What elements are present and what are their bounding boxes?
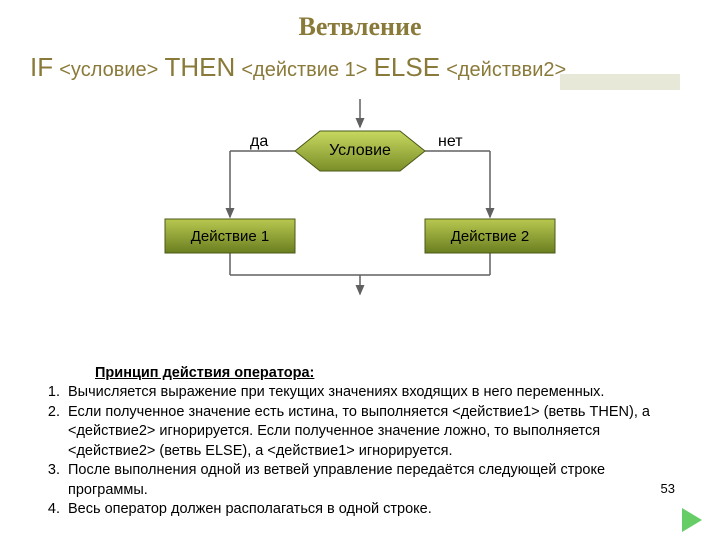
flow-connectors: [0, 89, 720, 299]
list-item: 1.Вычисляется выражение при текущих знач…: [35, 383, 685, 403]
no-label: нет: [438, 133, 463, 151]
next-arrow-icon[interactable]: [682, 508, 702, 532]
action1-label: Действие 1: [165, 219, 295, 253]
kw-if: IF: [30, 52, 53, 82]
decor-block: [560, 74, 680, 90]
yes-label: да: [250, 133, 268, 151]
kw-then: THEN: [164, 52, 235, 82]
condition-diamond: Условие: [295, 129, 425, 173]
condition-label: Условие: [329, 142, 391, 160]
page-title: Ветвление: [0, 0, 720, 42]
flowchart: Условие да нет Действие 1 Действие 2: [0, 89, 720, 289]
arg-action2: <действви2>: [446, 59, 566, 81]
principle-heading: Принцип действия оператора:: [95, 364, 685, 384]
principle-section: Принцип действия оператора: 1.Вычисляетс…: [35, 364, 685, 521]
list-item: 4.Весь оператор должен располагаться в о…: [35, 500, 685, 520]
list-item: 3.После выполнения одной из ветвей управ…: [35, 461, 685, 500]
kw-else: ELSE: [374, 52, 441, 82]
arg-condition: <условие>: [59, 59, 158, 81]
page-number: 53: [661, 481, 675, 496]
action2-label: Действие 2: [425, 219, 555, 253]
list-item: 2.Если полученное значение есть истина, …: [35, 403, 685, 462]
arg-action1: <действие 1>: [241, 59, 367, 81]
